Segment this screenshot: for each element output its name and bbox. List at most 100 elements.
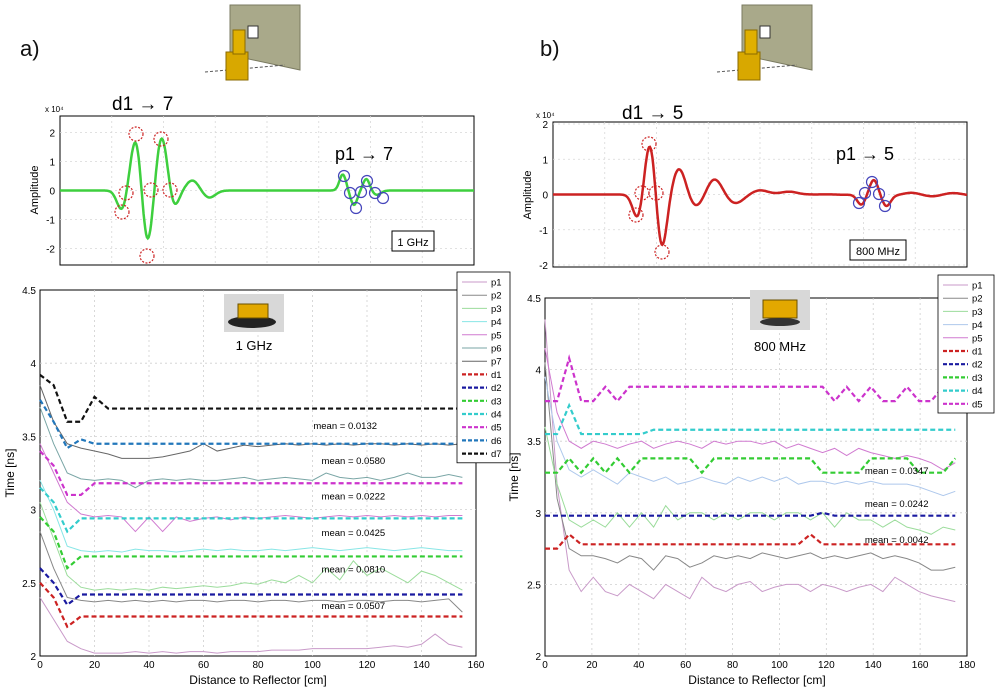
legend-label-d3: d3 — [491, 396, 502, 407]
waveform-trace-b — [553, 145, 968, 247]
y-tick-label: 4.5 — [22, 286, 36, 297]
y-tick-label: 2 — [30, 652, 36, 663]
series-line-p1 — [544, 319, 956, 603]
legend-label-d4: d4 — [491, 410, 502, 421]
series-line-p3 — [39, 502, 463, 591]
series-line-p2 — [544, 362, 956, 571]
series-line-d4 — [39, 486, 463, 534]
annotation-p-b: p1 → 5 — [836, 144, 894, 164]
series-line-p7 — [39, 384, 463, 459]
y-tick-label: 4 — [30, 359, 36, 370]
peak-markers-p-b — [852, 175, 892, 213]
legend-label-d1: d1 — [972, 347, 983, 358]
legend-label-p2: p2 — [972, 294, 983, 305]
device-photo-a — [224, 294, 284, 332]
wave-y-tick-label: 1 — [542, 155, 548, 166]
legend-label-d1: d1 — [491, 370, 502, 381]
wave-y-tick-label: 2 — [542, 120, 548, 131]
waveform-trace-a — [60, 137, 474, 241]
series-line-d5 — [39, 450, 463, 497]
waveform-chart-b: x 10⁴ d1 → 5 p1 → 5 800 MHz Amplitude 2 1… — [522, 103, 968, 272]
legend-label-p3: p3 — [972, 307, 983, 318]
y-tick-label: 2.5 — [22, 579, 36, 590]
waveform-chart-a: x 10⁴ d1 → 7 p1 → 7 1 GHz Amplitude 2 1 0 -… — [29, 94, 475, 266]
waveform-ylabel-a: Amplitude — [29, 166, 41, 215]
series-line-d7 — [39, 374, 463, 423]
x-tick-label: 20 — [586, 660, 598, 671]
legend-box — [937, 274, 995, 414]
wave-y-tick-label: -1 — [539, 226, 548, 237]
y-tick-label: 4 — [535, 366, 541, 377]
x-tick-label: 140 — [413, 660, 430, 671]
annotation-d-a: d1 → 7 — [112, 94, 173, 115]
y-tick-label: 2.5 — [527, 580, 541, 591]
mean-label: mean = 0.0242 — [865, 499, 929, 510]
legend-label-p7: p7 — [491, 357, 502, 368]
series-line-d3 — [545, 456, 957, 475]
peak-markers-d-a — [114, 126, 178, 264]
series-line-p4 — [544, 376, 956, 497]
ylabel-a: Time [ns] — [3, 449, 17, 498]
legend-b: p1 p2 p3 p4 p5 d1 d2 d3 d4 d5 — [937, 274, 995, 414]
series-line-d2 — [545, 511, 956, 517]
device-label-b: 800 MHz — [754, 339, 806, 354]
x-tick-label: 80 — [727, 660, 739, 671]
annotation-p-a: p1 → 7 — [335, 144, 393, 164]
x-tick-label: 140 — [865, 660, 882, 671]
legend-label-p3: p3 — [491, 304, 502, 315]
mean-label: mean = 0.0042 — [865, 535, 929, 546]
wave-y-tick-label: -1 — [46, 216, 55, 227]
legend-label-d4: d4 — [972, 386, 983, 397]
xlabel-b: Distance to Reflector [cm] — [688, 673, 825, 687]
legend-box — [456, 271, 511, 464]
x-tick-label: 60 — [680, 660, 692, 671]
mean-label: mean = 0.0132 — [313, 421, 377, 432]
series-line-d2 — [39, 567, 463, 607]
freq-box-b: 800 MHz — [856, 246, 900, 258]
legend-label-p4: p4 — [491, 317, 502, 328]
legend-label-p1: p1 — [491, 278, 502, 289]
x-tick-label: 0 — [542, 660, 548, 671]
peak-markers-d-b — [628, 136, 670, 260]
y-tick-label: 4.5 — [527, 294, 541, 305]
x-tick-label: 0 — [37, 660, 43, 671]
series-line-d1 — [39, 582, 463, 629]
antenna-illustration-a — [204, 4, 301, 81]
legend-label-d7: d7 — [491, 449, 502, 460]
wave-y-tick-label: 0 — [542, 191, 548, 202]
legend-label-p4: p4 — [972, 320, 983, 331]
series-line-p5 — [544, 348, 956, 471]
y-tick-label: 3.5 — [22, 432, 36, 443]
exponent-label-b: x 10⁴ — [536, 111, 555, 120]
x-tick-label: 120 — [359, 660, 376, 671]
device-photo-b — [750, 290, 810, 330]
series-line-p3 — [544, 426, 956, 535]
mean-label: mean = 0.0347 — [865, 466, 929, 477]
mean-label: mean = 0.0580 — [322, 456, 386, 467]
legend-label-d5: d5 — [972, 399, 983, 410]
legend-label-d6: d6 — [491, 436, 502, 447]
annotation-d-b: d1 → 5 — [622, 103, 683, 124]
legend-label-d2: d2 — [972, 360, 983, 371]
peak-markers-p-a — [337, 169, 390, 215]
legend-label-p2: p2 — [491, 291, 502, 302]
legend-label-d3: d3 — [972, 373, 983, 384]
exponent-label-a: x 10⁴ — [45, 105, 64, 114]
legend-label-d2: d2 — [491, 383, 502, 394]
series-line-p2 — [39, 531, 463, 613]
legend-label-p5: p5 — [491, 330, 502, 341]
mean-label: mean = 0.0810 — [322, 565, 386, 576]
series-line-d3 — [39, 516, 463, 571]
x-tick-label: 20 — [89, 660, 101, 671]
wave-y-tick-label: 1 — [49, 158, 55, 169]
x-tick-label: 120 — [818, 660, 835, 671]
xlabel-a: Distance to Reflector [cm] — [189, 673, 326, 687]
x-tick-label: 160 — [468, 660, 485, 671]
y-tick-label: 2 — [535, 652, 541, 663]
mean-label: mean = 0.0222 — [322, 491, 386, 502]
x-tick-label: 80 — [252, 660, 264, 671]
x-tick-label: 40 — [143, 660, 155, 671]
series-line-p4 — [39, 480, 463, 553]
antenna-illustration-b — [716, 4, 813, 81]
series-line-d4 — [545, 402, 956, 436]
